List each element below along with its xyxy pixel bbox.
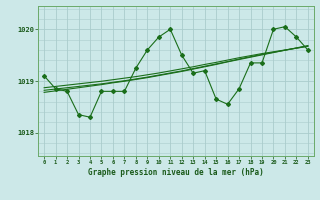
X-axis label: Graphe pression niveau de la mer (hPa): Graphe pression niveau de la mer (hPa)	[88, 168, 264, 177]
